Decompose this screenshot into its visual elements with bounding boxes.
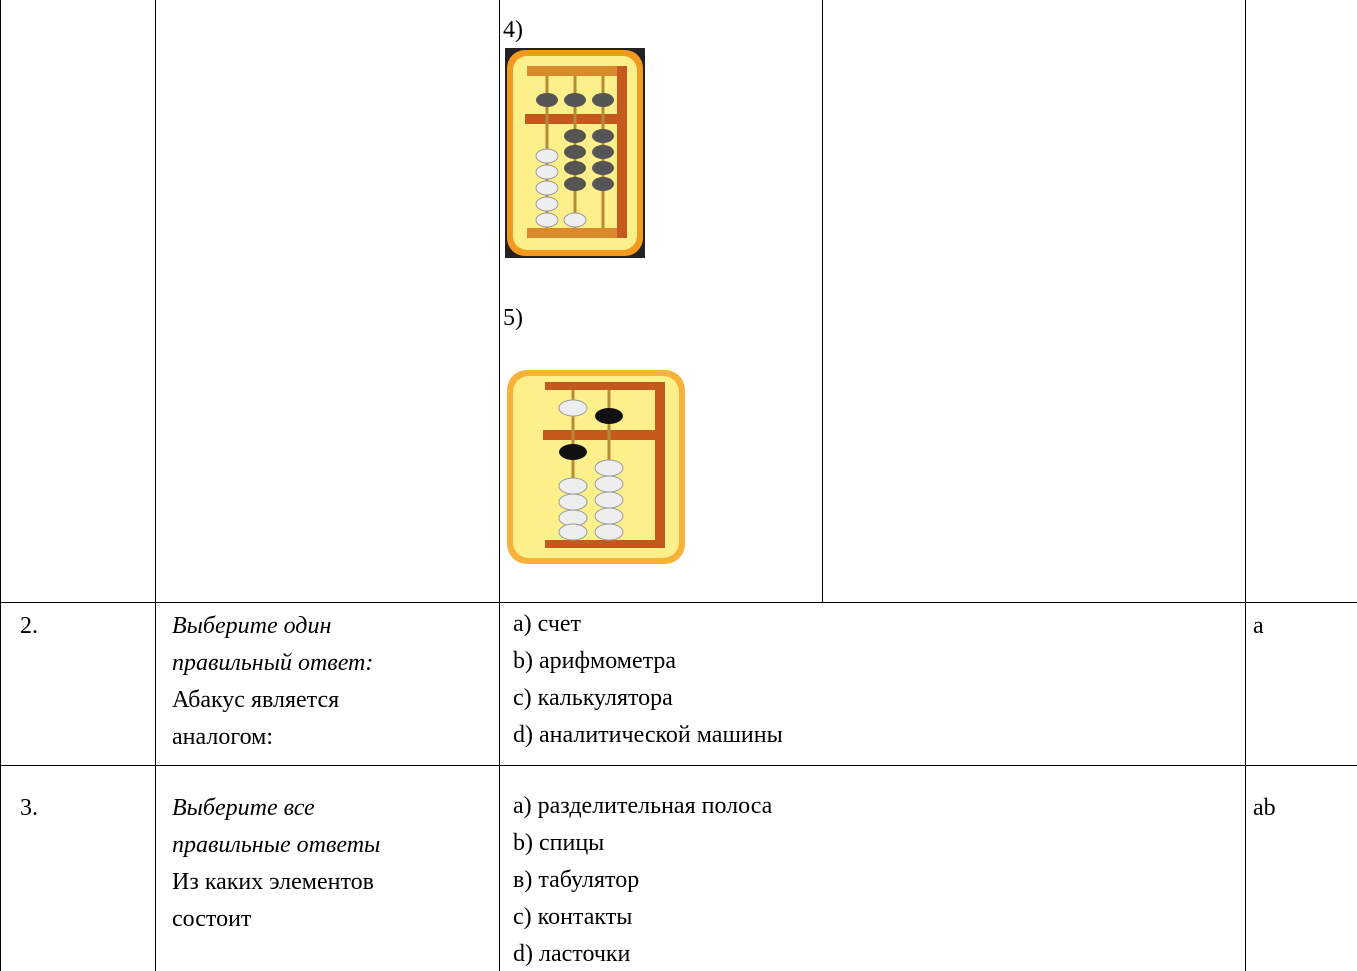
- answer: a: [1253, 613, 1264, 639]
- question: состоит: [172, 906, 252, 932]
- option: a) счет: [513, 611, 582, 637]
- abacus-image: [507, 370, 685, 564]
- abacus-image: [505, 48, 645, 258]
- option: в) табулятор: [513, 867, 640, 893]
- option: d) аналитической машины: [513, 722, 783, 748]
- instruction: правильные ответы: [172, 832, 381, 858]
- answer: ab: [1253, 795, 1276, 821]
- question: аналогом:: [172, 724, 273, 750]
- question: Из каких элементов: [172, 869, 374, 895]
- instruction: правильный ответ:: [172, 650, 374, 676]
- item-label: 4): [503, 17, 523, 43]
- row-number: 2.: [20, 613, 38, 639]
- border: [0, 765, 1357, 766]
- row-number: 3.: [20, 795, 38, 821]
- question: Абакус является: [172, 687, 340, 713]
- instruction: Выберите один: [172, 613, 332, 639]
- border: [0, 0, 1, 971]
- option: d) ласточки: [513, 941, 631, 967]
- option: b) арифмометра: [513, 648, 677, 674]
- instruction: Выберите все: [172, 795, 315, 821]
- option: b) спицы: [513, 830, 605, 856]
- border: [155, 0, 156, 971]
- option: a) разделительная полоса: [513, 793, 773, 819]
- border: [1245, 0, 1246, 971]
- option: c) калькулятора: [513, 685, 673, 711]
- option: c) контакты: [513, 904, 633, 930]
- item-label: 5): [503, 305, 523, 331]
- border: [0, 602, 1357, 603]
- border: [822, 0, 823, 602]
- border: [499, 0, 500, 971]
